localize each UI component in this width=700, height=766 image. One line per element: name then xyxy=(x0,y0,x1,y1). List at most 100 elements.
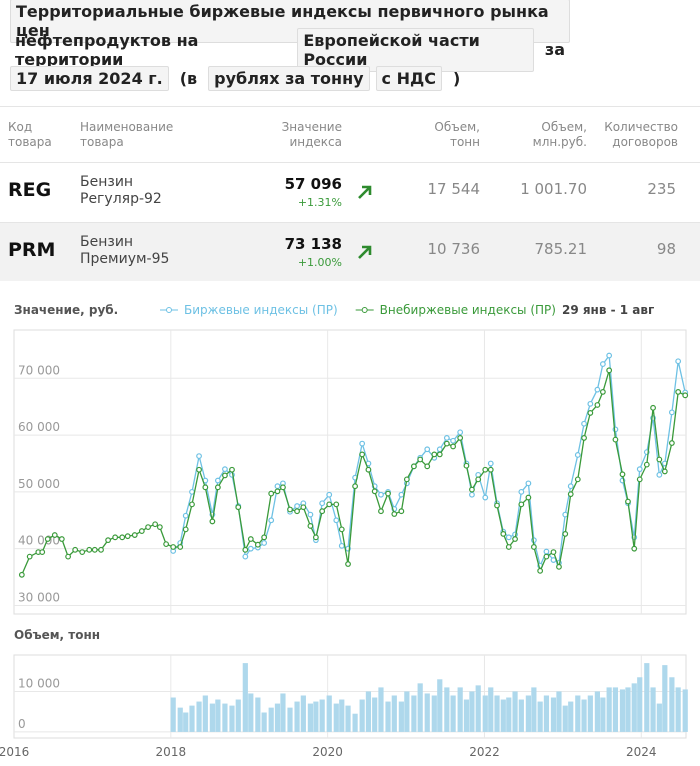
point xyxy=(163,541,170,548)
bar xyxy=(562,705,568,732)
bar xyxy=(594,691,600,732)
x-tick-label: 2020 xyxy=(312,745,343,759)
legend-marker xyxy=(166,307,172,313)
point xyxy=(333,517,340,524)
bar xyxy=(398,701,404,732)
bar xyxy=(631,683,637,732)
title-box: с НДС xyxy=(375,66,442,91)
point xyxy=(594,402,601,408)
point xyxy=(567,491,574,498)
bar xyxy=(531,687,537,732)
point xyxy=(625,498,631,505)
point xyxy=(274,488,281,495)
bar xyxy=(235,699,241,732)
point xyxy=(307,523,314,529)
point xyxy=(294,508,300,515)
point xyxy=(209,518,216,525)
point xyxy=(463,462,470,469)
axis-title: Значение, руб. xyxy=(14,303,118,317)
point xyxy=(91,546,98,553)
bar xyxy=(319,699,325,732)
point xyxy=(636,466,643,473)
bar xyxy=(229,705,235,732)
contracts: 98 xyxy=(656,240,676,258)
point xyxy=(450,437,457,444)
bar xyxy=(183,712,189,732)
column-header: Объем, млн.руб. xyxy=(532,120,587,149)
point xyxy=(268,490,275,497)
bar xyxy=(662,665,668,732)
point xyxy=(606,352,613,359)
bar xyxy=(424,693,430,732)
point xyxy=(594,386,601,393)
point xyxy=(51,532,58,538)
title-text: нефтепродуктов на территории xyxy=(15,30,199,69)
point xyxy=(214,484,221,491)
point xyxy=(352,483,358,490)
title-text: за xyxy=(544,40,565,59)
bar xyxy=(518,699,524,732)
point xyxy=(475,476,482,483)
y-tick-label: 60 000 xyxy=(18,420,60,434)
point xyxy=(261,540,268,546)
point xyxy=(98,546,104,553)
bar xyxy=(437,679,443,732)
bar xyxy=(675,687,681,732)
point xyxy=(58,536,65,542)
point xyxy=(469,491,475,498)
point xyxy=(235,504,242,511)
point xyxy=(518,488,525,495)
point xyxy=(268,517,275,524)
bar xyxy=(313,701,319,732)
y-tick-label: 30 000 xyxy=(18,590,60,604)
point xyxy=(469,486,475,493)
point xyxy=(326,491,333,498)
point xyxy=(86,546,93,553)
point xyxy=(543,548,550,555)
bar xyxy=(404,691,410,732)
point xyxy=(500,531,507,537)
point xyxy=(550,557,557,563)
up-arrow xyxy=(358,185,372,199)
point xyxy=(152,521,159,528)
point xyxy=(247,545,254,552)
title-line: Территориальные биржевые индексы первичн… xyxy=(10,0,570,43)
index-value: 57 096 xyxy=(284,175,342,193)
point xyxy=(574,476,581,483)
point xyxy=(112,534,119,541)
point xyxy=(567,483,574,490)
point xyxy=(562,511,569,518)
point xyxy=(512,536,518,542)
title-box: рублях за тонну xyxy=(208,66,370,91)
title-text: ) xyxy=(452,69,461,88)
table-row: REG Бензин Регуляр-92 57 096 +1.31% 17 544 1 … xyxy=(0,162,700,221)
point xyxy=(661,468,668,475)
bar xyxy=(307,703,314,732)
point xyxy=(525,494,532,501)
index-change: +1.00% xyxy=(297,256,342,269)
axis-title: Объем, тонн xyxy=(14,628,100,642)
column-header: Наименование товара xyxy=(80,120,174,149)
bar xyxy=(248,693,254,732)
bar xyxy=(644,663,650,732)
point xyxy=(105,537,111,544)
point xyxy=(319,508,326,515)
point xyxy=(229,466,235,473)
bar xyxy=(450,695,456,732)
bar xyxy=(170,697,176,732)
point xyxy=(550,549,557,555)
point xyxy=(411,463,417,470)
point xyxy=(365,466,372,473)
point xyxy=(345,561,351,567)
index-value: 73 138 xyxy=(284,235,342,253)
point xyxy=(300,504,307,511)
bar xyxy=(482,695,488,732)
product-code: PRM xyxy=(8,239,56,261)
point xyxy=(530,544,537,550)
point xyxy=(72,546,79,553)
point xyxy=(307,511,314,518)
point xyxy=(254,541,261,548)
arrow-path xyxy=(358,245,372,259)
point xyxy=(599,389,606,395)
x-tick-label: 2018 xyxy=(156,745,187,759)
